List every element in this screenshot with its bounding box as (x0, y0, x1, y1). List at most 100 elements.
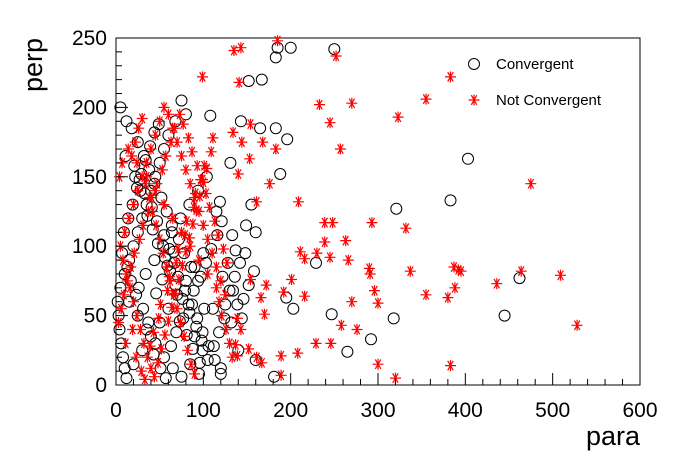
convergent-point (328, 43, 341, 56)
not-convergent-point (130, 351, 142, 363)
not-convergent-point (158, 101, 170, 113)
not-convergent-point (202, 268, 214, 280)
not-convergent-point (372, 358, 384, 370)
not-convergent-point (177, 118, 189, 130)
convergent-point (186, 298, 198, 311)
not-convergent-point (119, 226, 131, 238)
y-tick-label: 50 (84, 305, 107, 328)
convergent-point (214, 362, 227, 375)
not-convergent-point (325, 337, 337, 349)
not-convergent-point (390, 372, 401, 384)
not-convergent-point (226, 351, 238, 363)
y-axis-title: perp (18, 38, 48, 92)
not-convergent-point (144, 340, 156, 352)
not-convergent-point (319, 236, 331, 248)
convergent-point (213, 195, 226, 208)
convergent-point (206, 302, 219, 315)
x-tick-label: 500 (535, 399, 570, 422)
convergent-point (249, 226, 262, 239)
not-convergent-point (197, 174, 208, 186)
not-convergent-point (137, 219, 149, 231)
not-convergent-point (154, 233, 166, 245)
not-convergent-point (215, 275, 227, 287)
not-convergent-point (245, 274, 256, 285)
not-convergent-point (188, 201, 200, 213)
not-convergent-point (219, 289, 231, 301)
not-convergent-point (210, 261, 222, 273)
not-convergent-point (145, 362, 157, 374)
not-convergent-point (155, 343, 167, 355)
not-convergent-point (272, 35, 284, 47)
not-convergent-point (314, 99, 325, 111)
not-convergent-point (123, 212, 135, 224)
convergent-point (202, 340, 215, 353)
convergent-point (187, 284, 200, 297)
convergent-point (207, 340, 220, 353)
convergent-point (223, 284, 236, 297)
not-convergent-point (191, 160, 203, 172)
x-tick-label: 0 (110, 399, 122, 422)
convergent-point (196, 326, 209, 339)
convergent-point (287, 302, 300, 315)
not-convergent-point (310, 337, 322, 349)
not-convergent-point (131, 157, 143, 169)
not-convergent-point (217, 243, 229, 255)
convergent-point (284, 41, 297, 54)
not-convergent-point (159, 329, 171, 341)
convergent-point (175, 94, 188, 107)
not-convergent-point (157, 247, 169, 259)
series-not-convergent (113, 35, 583, 385)
not-convergent-point (449, 282, 461, 294)
convergent-point (120, 115, 133, 128)
not-convergent-point (202, 233, 214, 245)
not-convergent-point (174, 108, 186, 120)
not-convergent-point (146, 192, 158, 204)
not-convergent-point (231, 312, 243, 324)
convergent-point (118, 362, 131, 375)
x-axis-tick-labels: 0 100 200 300 400 500 600 (110, 399, 657, 422)
not-convergent-point (251, 351, 263, 363)
not-convergent-point (129, 136, 141, 148)
not-convergent-point (420, 289, 432, 301)
convergent-point (147, 348, 160, 361)
convergent-point (219, 298, 232, 311)
convergent-point (274, 168, 287, 180)
convergent-point (242, 75, 255, 87)
not-convergent-point (116, 157, 128, 169)
convergent-point (193, 356, 206, 369)
not-convergent-point (286, 274, 297, 285)
y-tick-label: 250 (72, 27, 107, 50)
not-convergent-point (294, 246, 306, 258)
not-convergent-point (128, 199, 139, 211)
convergent-point (234, 256, 246, 269)
not-convergent-point (169, 287, 181, 299)
not-convergent-point (525, 178, 537, 190)
not-convergent-point (155, 299, 166, 310)
convergent-point (239, 247, 252, 260)
not-convergent-point (346, 97, 358, 109)
not-convergent-point (216, 310, 228, 322)
not-convergent-point (257, 136, 269, 148)
not-convergent-point (221, 257, 233, 269)
convergent-point (191, 312, 204, 325)
not-convergent-point (171, 303, 183, 315)
not-convergent-point (162, 315, 174, 327)
convergent-point (148, 254, 161, 267)
not-convergent-point (330, 50, 342, 62)
not-convergent-point (299, 253, 311, 265)
convergent-point (269, 122, 282, 135)
not-convergent-point (136, 113, 148, 124)
convergent-point (213, 326, 226, 339)
not-convergent-point (366, 217, 378, 229)
x-tick-label: 600 (622, 399, 657, 422)
legend-asterisk-icon (468, 94, 480, 106)
not-convergent-point (200, 188, 212, 199)
not-convergent-point (197, 71, 208, 83)
not-convergent-point (392, 111, 404, 123)
convergent-point (144, 140, 157, 153)
not-convergent-point (452, 264, 464, 276)
convergent-point (182, 298, 195, 311)
convergent-point (158, 229, 170, 242)
not-convergent-point (203, 201, 215, 213)
not-convergent-point (148, 371, 160, 383)
